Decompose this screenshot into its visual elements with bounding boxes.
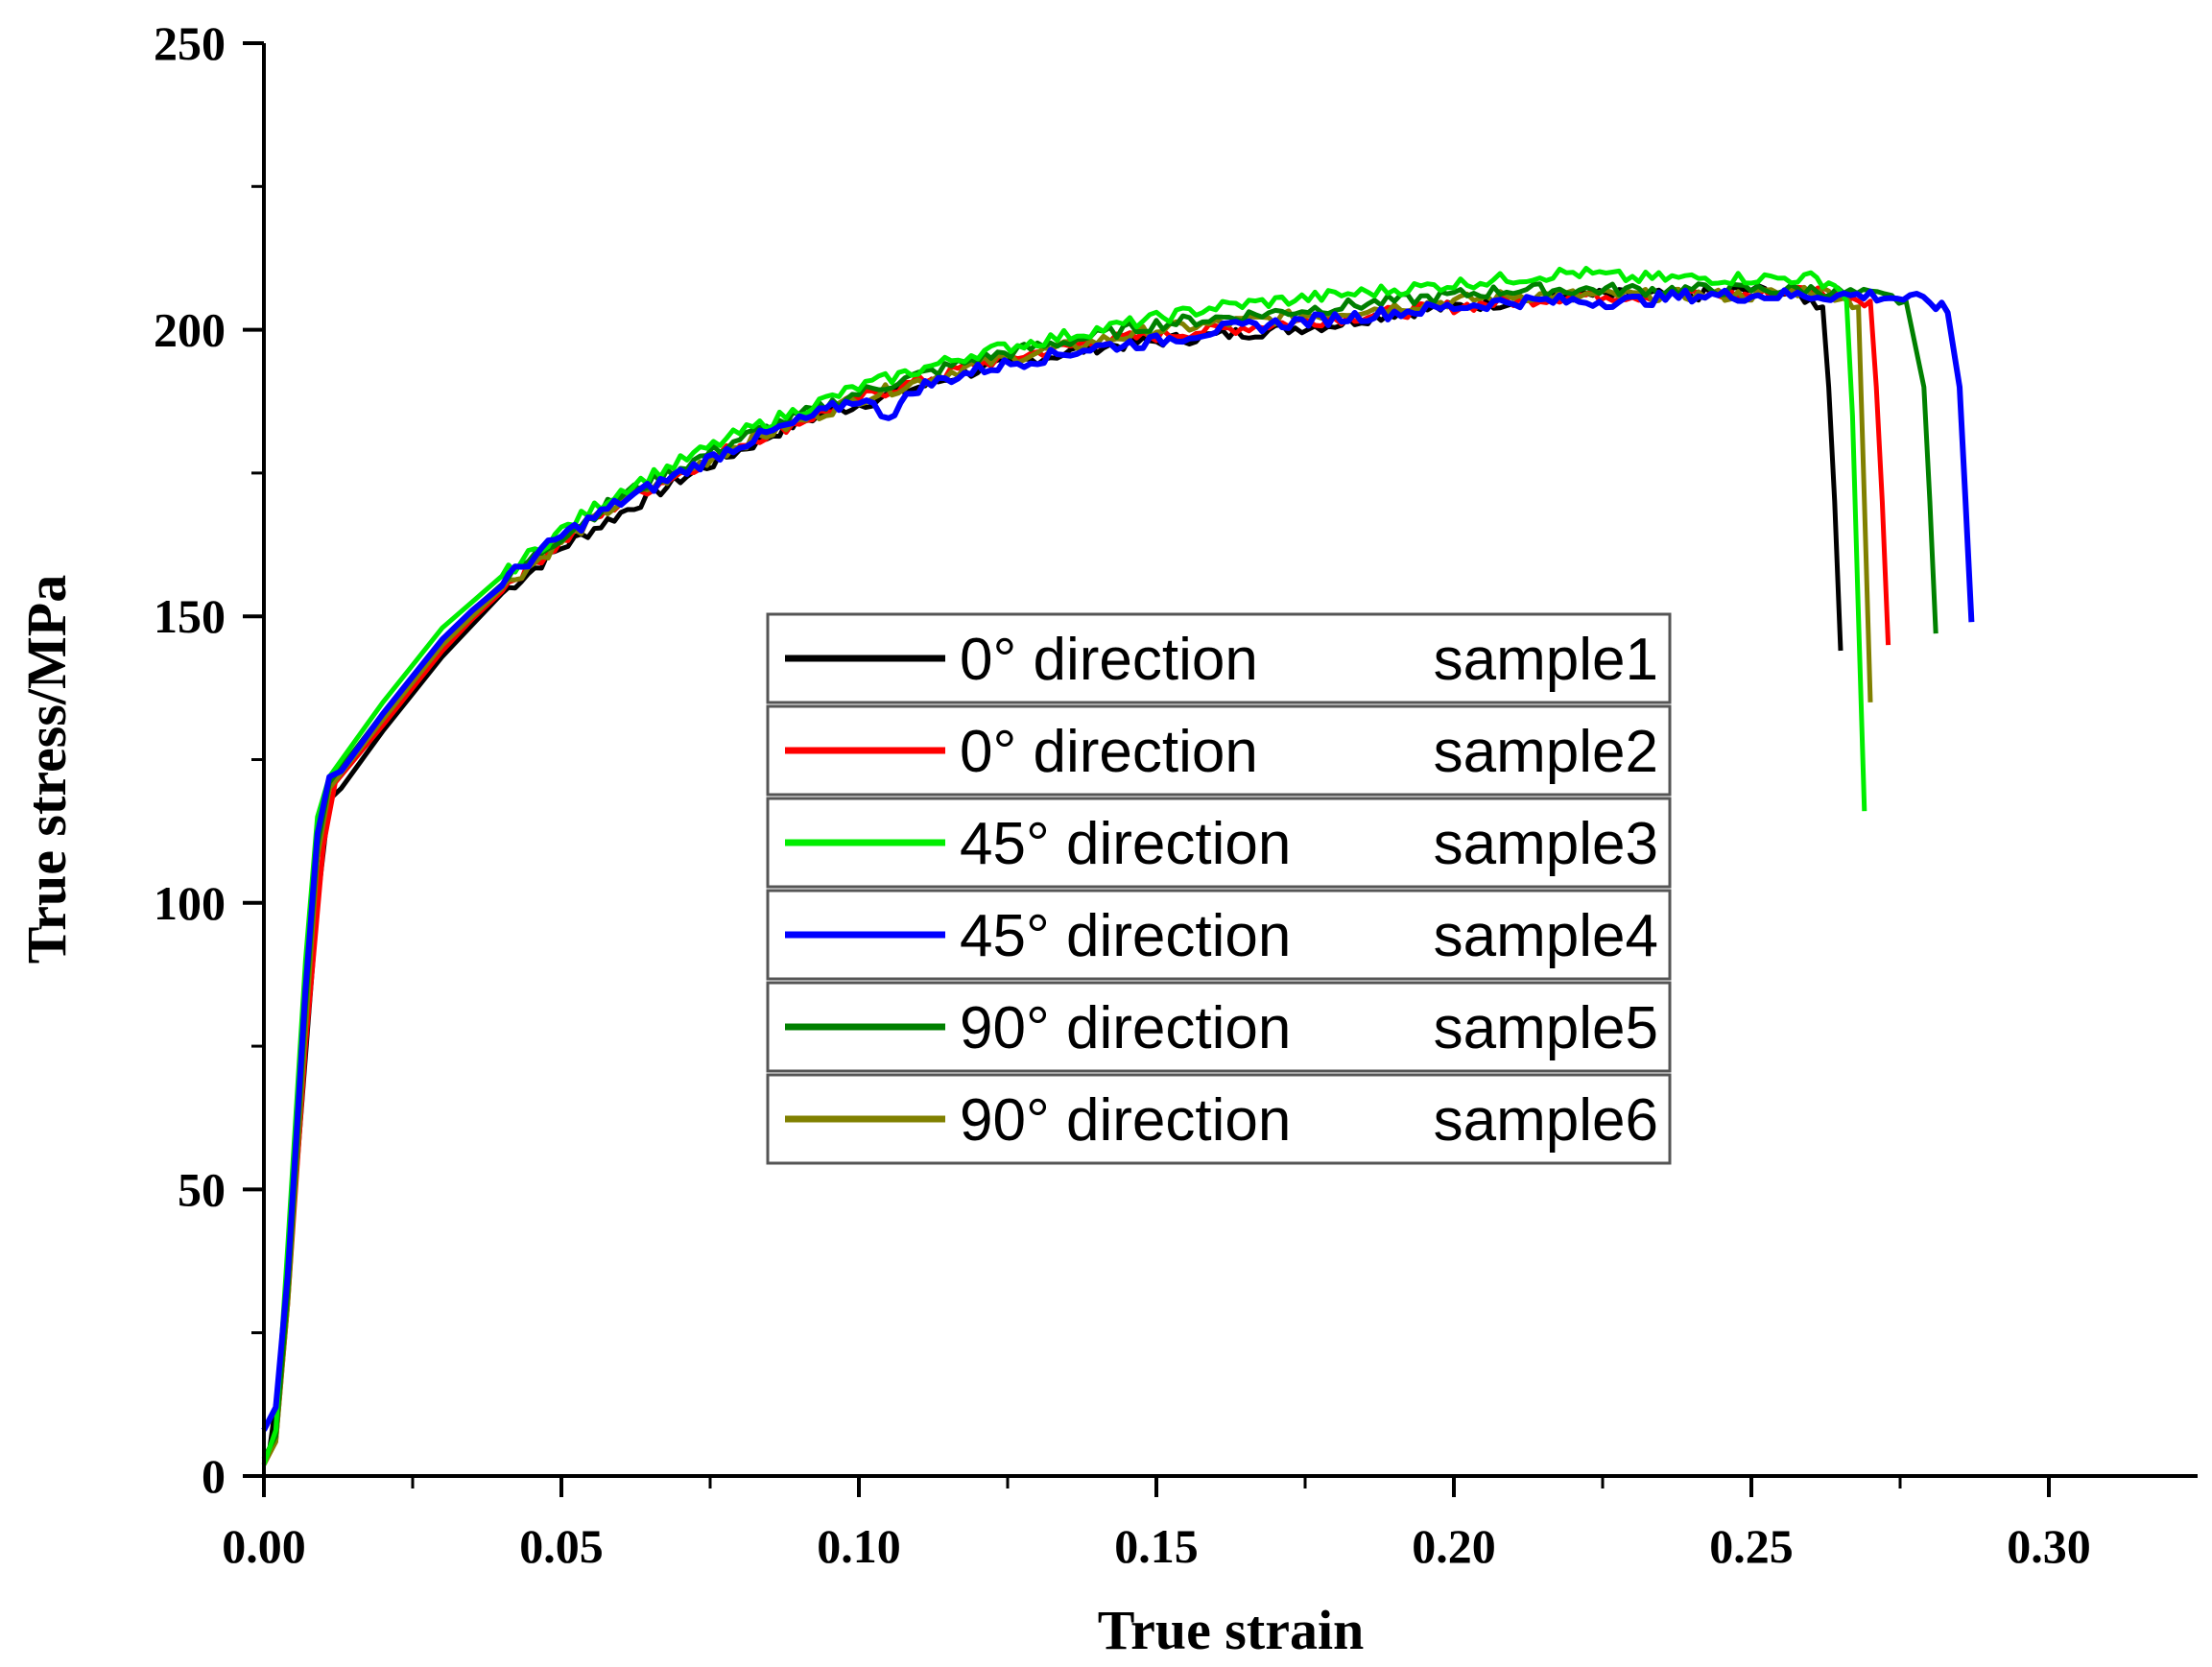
legend-label-sample: sample2 [1434,719,1658,785]
legend-label-direction: 45° direction [960,811,1291,877]
legend-entry-sample3: 45° direction sample3 [766,797,1672,889]
x-tick-label: 0.05 [519,1519,604,1573]
y-tick-label: 0 [202,1449,226,1503]
y-tick-label: 200 [154,303,226,357]
y-tick-label: 100 [154,876,226,930]
x-tick-label: 0.15 [1114,1519,1199,1573]
legend-label-direction: 0° direction [960,627,1258,693]
legend-label-sample: sample5 [1434,995,1658,1061]
x-axis-title: True strain [1098,1599,1365,1661]
legend-label-sample: sample1 [1434,627,1658,693]
legend-label-sample: sample6 [1434,1087,1658,1154]
y-tick-label: 50 [178,1162,226,1216]
legend-entry-sample1: 0° direction sample1 [766,612,1672,704]
y-axis-title: True stress/MPa [15,575,78,964]
y-tick-label: 150 [154,589,226,643]
legend-entry-sample4: 45° direction sample4 [766,889,1672,981]
series-line-sample3 [261,266,1867,1465]
series-layer [261,266,1975,1466]
legend-entry-sample5: 90° direction sample5 [766,981,1672,1073]
axes-layer: 0.00 0.05 0.10 0.15 0.20 0.25 0.30 0 50 100 150 200… [154,16,2198,1573]
series-line-sample4 [261,287,1975,1432]
x-tick-label: 0.30 [2007,1519,2091,1573]
legend-label-direction: 90° direction [960,995,1291,1061]
legend-label-direction: 45° direction [960,903,1291,969]
x-tick-label: 0.00 [222,1519,306,1573]
legend-label-sample: sample3 [1434,811,1658,877]
legend: 0° direction sample1 0° direction sample2 45… [766,612,1672,1165]
legend-entry-sample6: 90° direction sample6 [766,1073,1672,1165]
legend-entry-sample2: 0° direction sample2 [766,704,1672,797]
x-tick-label: 0.25 [1709,1519,1794,1573]
legend-label-sample: sample4 [1434,903,1658,969]
x-tick-label: 0.10 [817,1519,901,1573]
legend-label-direction: 90° direction [960,1087,1291,1154]
legend-label-direction: 0° direction [960,719,1258,785]
y-tick-label: 250 [154,16,226,70]
x-tick-label: 0.20 [1412,1519,1496,1573]
